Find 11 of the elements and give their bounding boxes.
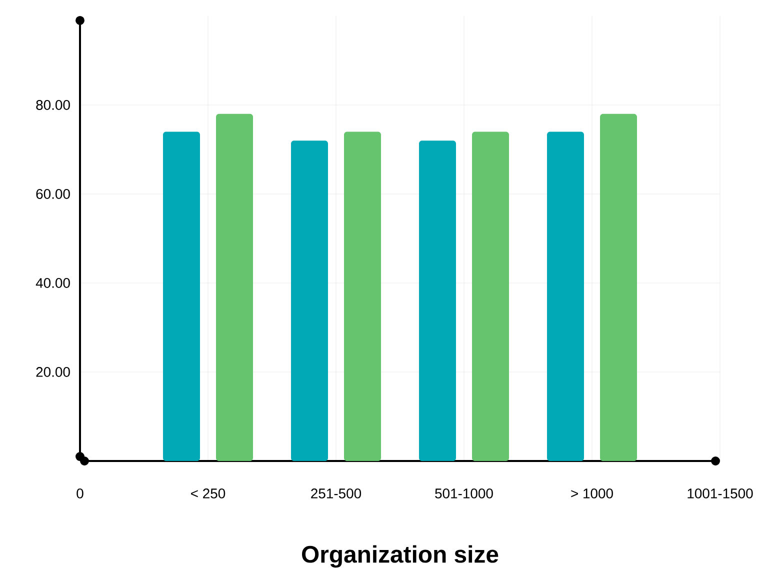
- y-tick-label: 60.00: [36, 189, 70, 199]
- x-tick-label: > 1000: [571, 488, 613, 498]
- x-tick-label: 0: [76, 488, 84, 498]
- x-tick-label: 501-1000: [435, 488, 493, 498]
- x-tick-label: 251-500: [311, 488, 362, 498]
- x-axis-title: Organization size: [302, 545, 498, 568]
- x-tick-label: 1001-1500: [688, 488, 753, 498]
- x-tick-label: < 250: [191, 488, 226, 498]
- y-tick-label: 20.00: [36, 367, 70, 377]
- y-tick-label: 40.00: [36, 278, 70, 288]
- y-tick-label: 80.00: [36, 100, 70, 110]
